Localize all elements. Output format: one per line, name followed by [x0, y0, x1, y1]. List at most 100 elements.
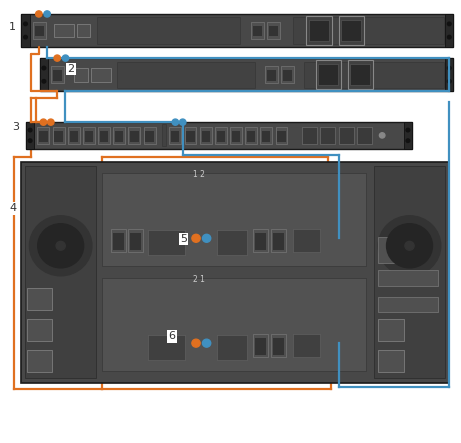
- Circle shape: [378, 216, 441, 276]
- Bar: [271, 334, 286, 358]
- Bar: [129, 229, 143, 253]
- Bar: [254, 334, 268, 358]
- Bar: [144, 128, 155, 144]
- Circle shape: [448, 80, 451, 83]
- Bar: [260, 128, 272, 144]
- Bar: [281, 66, 294, 83]
- Bar: [378, 319, 404, 341]
- Bar: [54, 131, 63, 142]
- Bar: [357, 128, 372, 144]
- Circle shape: [406, 139, 410, 143]
- Bar: [186, 131, 195, 142]
- Bar: [83, 128, 95, 144]
- Bar: [27, 319, 52, 341]
- Circle shape: [448, 22, 451, 26]
- Bar: [302, 128, 317, 144]
- Bar: [262, 131, 271, 142]
- Bar: [27, 288, 52, 310]
- Circle shape: [406, 128, 410, 132]
- Bar: [51, 66, 64, 83]
- Bar: [129, 128, 141, 144]
- Bar: [201, 131, 210, 142]
- Bar: [309, 19, 329, 41]
- Bar: [338, 128, 354, 144]
- Circle shape: [44, 11, 50, 17]
- Text: 2 1: 2 1: [193, 275, 205, 284]
- Bar: [253, 26, 262, 36]
- Bar: [374, 166, 445, 378]
- Bar: [378, 350, 404, 372]
- Bar: [21, 14, 30, 47]
- Bar: [148, 230, 184, 255]
- Circle shape: [40, 119, 47, 125]
- Bar: [53, 70, 62, 81]
- Bar: [378, 270, 438, 286]
- Bar: [273, 233, 284, 250]
- Circle shape: [192, 234, 200, 242]
- Bar: [171, 131, 179, 142]
- Bar: [445, 58, 454, 91]
- Text: 1 2: 1 2: [193, 171, 205, 179]
- Circle shape: [24, 22, 27, 26]
- Bar: [77, 24, 90, 37]
- Bar: [68, 128, 80, 144]
- Bar: [283, 70, 292, 81]
- Bar: [318, 64, 338, 85]
- Bar: [445, 14, 454, 47]
- Bar: [267, 70, 276, 81]
- Circle shape: [62, 55, 69, 61]
- Text: 3: 3: [12, 122, 19, 132]
- Text: 6: 6: [168, 331, 176, 341]
- Bar: [33, 22, 46, 39]
- Bar: [169, 128, 181, 144]
- Bar: [404, 122, 412, 149]
- Bar: [91, 68, 111, 82]
- Circle shape: [386, 224, 432, 268]
- Bar: [200, 128, 212, 144]
- Bar: [40, 58, 454, 91]
- Bar: [251, 22, 264, 39]
- Bar: [341, 19, 361, 41]
- Bar: [293, 334, 320, 358]
- Bar: [255, 338, 266, 355]
- Bar: [184, 128, 196, 144]
- Bar: [378, 296, 438, 312]
- Bar: [98, 128, 110, 144]
- Circle shape: [179, 119, 186, 125]
- Bar: [232, 131, 240, 142]
- Bar: [265, 66, 278, 83]
- Bar: [39, 131, 47, 142]
- Bar: [217, 131, 225, 142]
- Bar: [230, 128, 242, 144]
- Bar: [276, 128, 288, 144]
- Bar: [254, 229, 268, 253]
- Bar: [54, 24, 74, 37]
- Bar: [85, 131, 93, 142]
- Bar: [100, 131, 108, 142]
- Bar: [269, 26, 278, 36]
- Bar: [27, 350, 52, 372]
- Circle shape: [28, 139, 32, 143]
- Bar: [271, 229, 286, 253]
- Bar: [338, 16, 364, 45]
- Text: 4: 4: [9, 203, 16, 213]
- Circle shape: [202, 234, 211, 242]
- Bar: [40, 58, 48, 91]
- Circle shape: [42, 66, 46, 70]
- Bar: [304, 62, 444, 88]
- Bar: [21, 162, 449, 383]
- Bar: [217, 335, 247, 360]
- Bar: [267, 22, 280, 39]
- Bar: [148, 335, 184, 360]
- Circle shape: [30, 216, 92, 276]
- Text: 5: 5: [180, 234, 187, 244]
- Circle shape: [56, 241, 65, 250]
- Circle shape: [42, 80, 46, 83]
- Bar: [146, 131, 154, 142]
- Bar: [35, 26, 44, 36]
- Bar: [117, 62, 255, 88]
- Circle shape: [192, 339, 200, 347]
- Bar: [25, 166, 96, 378]
- Text: 1: 1: [9, 22, 16, 32]
- Bar: [293, 17, 444, 43]
